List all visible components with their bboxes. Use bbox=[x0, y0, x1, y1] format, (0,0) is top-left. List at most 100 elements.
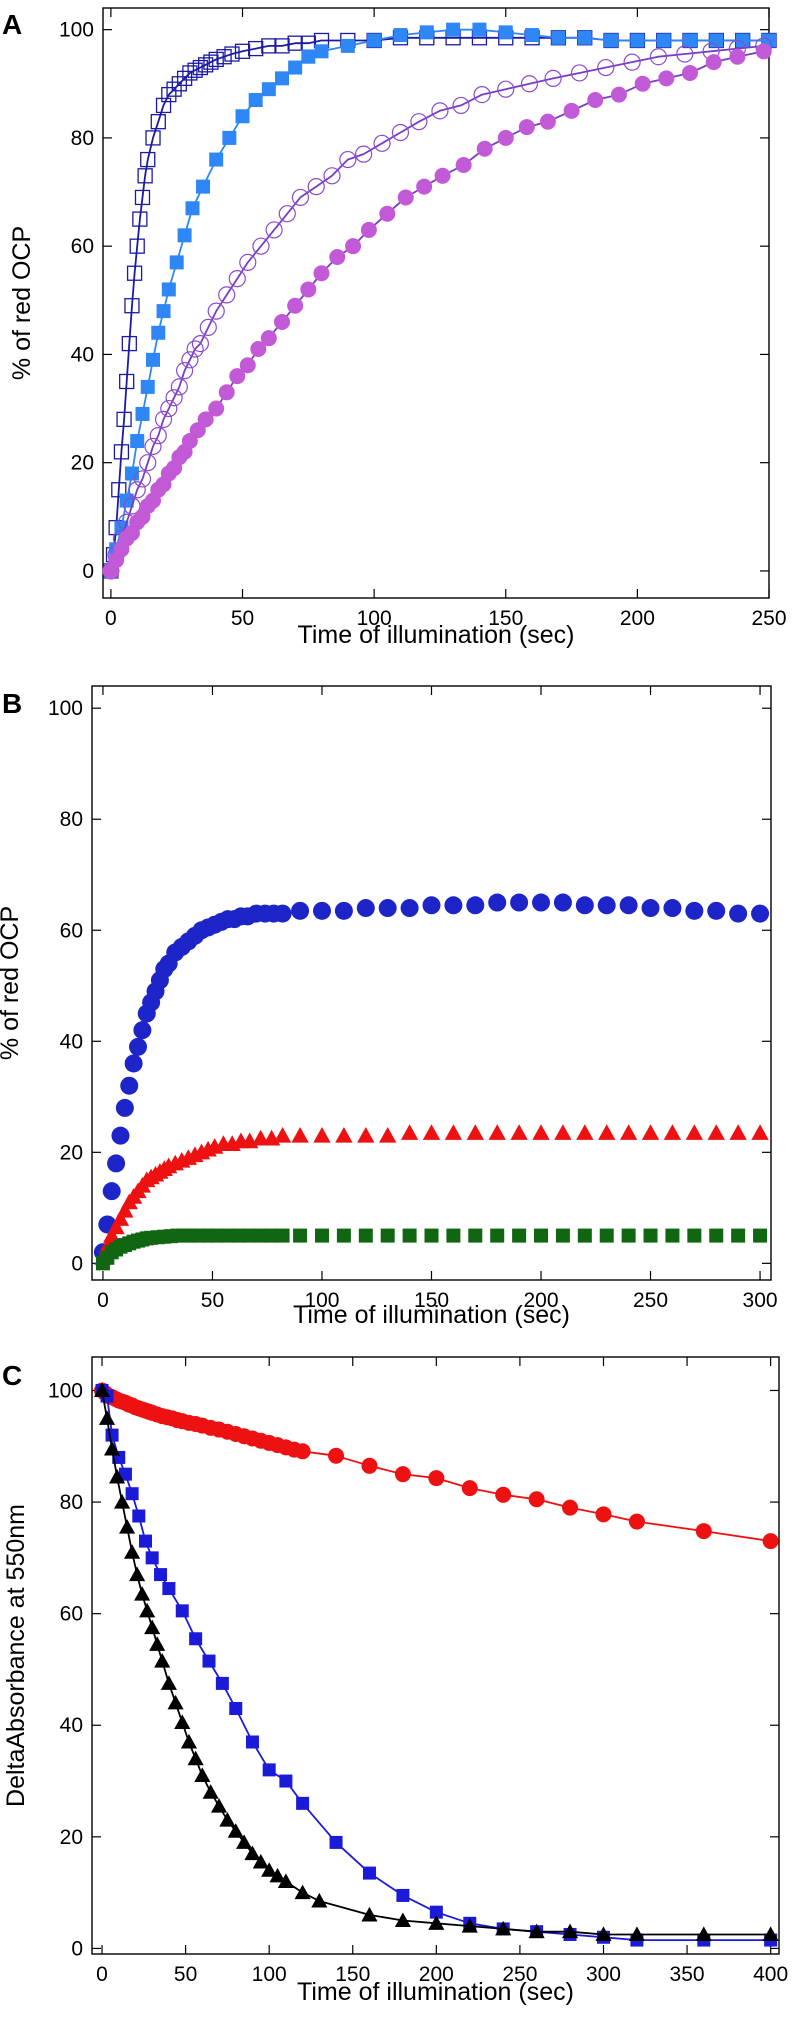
data-point-c-s2 bbox=[329, 1835, 343, 1849]
data-point-a-s1 bbox=[111, 482, 127, 498]
data-point-b-s3 bbox=[253, 1228, 268, 1243]
y-tick-label-b: 0 bbox=[71, 1252, 83, 1275]
data-point-c-s1 bbox=[762, 1533, 779, 1550]
data-point-b-s3 bbox=[314, 1228, 329, 1243]
data-point-b-s3 bbox=[358, 1228, 373, 1243]
data-point-b-s1 bbox=[663, 899, 682, 918]
data-point-a-s4 bbox=[250, 341, 267, 358]
data-point-a-s3 bbox=[373, 134, 391, 152]
series-line-a-1 bbox=[110, 36, 769, 572]
data-point-b-s2 bbox=[335, 1126, 353, 1143]
data-point-b-s3 bbox=[336, 1228, 351, 1243]
data-point-c-s3 bbox=[311, 1892, 328, 1908]
x-axis-title-a: Time of illumination (sec) bbox=[298, 621, 575, 649]
data-point-a-s2 bbox=[130, 434, 145, 449]
data-point-b-s2 bbox=[619, 1124, 638, 1140]
data-point-b-s3 bbox=[209, 1228, 224, 1243]
y-tick-label-b: 100 bbox=[48, 697, 83, 720]
y-tick-label-c: 40 bbox=[60, 1714, 83, 1737]
data-point-a-s3 bbox=[473, 86, 491, 104]
data-point-a-s1 bbox=[171, 76, 187, 92]
y-tick-label-c: 100 bbox=[48, 1379, 83, 1402]
data-point-b-s1 bbox=[510, 893, 529, 912]
data-point-c-s1 bbox=[294, 1443, 311, 1460]
data-point-a-s4 bbox=[218, 384, 235, 401]
data-point-a-s3 bbox=[154, 410, 173, 428]
data-point-c-s3 bbox=[180, 1733, 198, 1749]
data-point-a-s3 bbox=[623, 53, 641, 71]
data-point-b-s2 bbox=[273, 1126, 292, 1143]
data-point-a-s4 bbox=[658, 70, 675, 87]
data-point-a-s2 bbox=[275, 71, 290, 86]
x-tick-label-b: 300 bbox=[743, 1289, 778, 1312]
data-point-a-s4 bbox=[476, 140, 493, 157]
data-point-a-s3 bbox=[520, 75, 539, 93]
data-point-b-s1 bbox=[273, 904, 292, 923]
data-point-b-s2 bbox=[422, 1124, 441, 1140]
x-tick-label-b: 100 bbox=[304, 1289, 339, 1312]
data-point-c-s3 bbox=[98, 1410, 116, 1425]
data-point-b-s3 bbox=[220, 1228, 235, 1243]
data-point-a-s3 bbox=[218, 286, 236, 304]
x-tick-label-a: 50 bbox=[231, 607, 254, 630]
data-point-c-s2 bbox=[175, 1604, 189, 1618]
data-point-a-s2 bbox=[446, 22, 461, 37]
data-point-b-s3 bbox=[446, 1228, 461, 1243]
data-point-a-s4 bbox=[455, 156, 472, 173]
data-point-c-s3 bbox=[144, 1619, 161, 1635]
data-point-c-s3 bbox=[261, 1862, 278, 1877]
data-point-c-s3 bbox=[129, 1566, 146, 1582]
panel-letter-c: C bbox=[2, 1360, 22, 1391]
plot-frame-b bbox=[91, 685, 772, 1281]
data-point-a-s4 bbox=[345, 238, 362, 255]
data-point-a-s3 bbox=[339, 150, 357, 169]
data-point-a-s1 bbox=[155, 97, 172, 114]
data-point-c-s3 bbox=[294, 1884, 311, 1900]
data-point-a-s1 bbox=[198, 57, 214, 73]
data-point-c-s3 bbox=[561, 1923, 579, 1939]
data-point-a-s1 bbox=[192, 59, 209, 76]
data-point-a-s3 bbox=[176, 362, 194, 380]
data-point-a-s3 bbox=[431, 102, 449, 120]
data-point-a-s4 bbox=[539, 113, 556, 130]
data-point-b-s2 bbox=[379, 1126, 397, 1143]
data-point-c-s1 bbox=[528, 1491, 545, 1508]
data-point-a-s4 bbox=[434, 167, 451, 184]
data-point-b-s1 bbox=[334, 901, 353, 920]
data-point-a-s4 bbox=[416, 178, 433, 195]
y-tick-label-a: 20 bbox=[71, 452, 94, 475]
data-point-a-s1 bbox=[287, 35, 303, 51]
data-point-b-s1 bbox=[466, 896, 485, 915]
data-point-a-s3 bbox=[228, 270, 246, 288]
data-point-a-s3 bbox=[149, 427, 167, 445]
data-point-a-s2 bbox=[135, 406, 150, 421]
data-point-a-s4 bbox=[755, 43, 772, 60]
data-point-a-s4 bbox=[518, 119, 535, 136]
x-tick-label-b: 50 bbox=[201, 1289, 224, 1312]
data-point-a-s1 bbox=[150, 114, 166, 130]
data-point-c-s3 bbox=[154, 1653, 171, 1668]
data-point-b-s1 bbox=[729, 904, 748, 923]
data-point-c-s3 bbox=[134, 1586, 151, 1601]
data-point-a-s1 bbox=[274, 38, 290, 54]
data-point-a-s2 bbox=[735, 33, 750, 48]
data-point-c-s3 bbox=[628, 1926, 645, 1941]
data-point-b-s2 bbox=[510, 1124, 528, 1140]
data-point-b-s1 bbox=[707, 901, 726, 920]
data-point-c-s3 bbox=[219, 1812, 236, 1827]
data-point-a-s3 bbox=[165, 389, 183, 407]
data-point-c-s3 bbox=[244, 1845, 261, 1861]
data-point-a-s2 bbox=[577, 30, 592, 45]
data-point-b-s2 bbox=[444, 1124, 463, 1140]
data-point-a-s4 bbox=[587, 92, 604, 109]
data-point-a-s2 bbox=[177, 228, 192, 243]
data-point-a-s1 bbox=[224, 46, 240, 62]
data-point-a-s2 bbox=[525, 28, 540, 43]
data-point-b-s3 bbox=[643, 1228, 658, 1243]
data-point-a-s1 bbox=[176, 70, 193, 87]
x-tick-label-b: 150 bbox=[414, 1289, 449, 1312]
data-point-c-s3 bbox=[93, 1382, 111, 1397]
data-point-c-s2 bbox=[245, 1735, 259, 1749]
data-point-b-s3 bbox=[709, 1228, 724, 1243]
data-point-a-s3 bbox=[170, 378, 188, 396]
